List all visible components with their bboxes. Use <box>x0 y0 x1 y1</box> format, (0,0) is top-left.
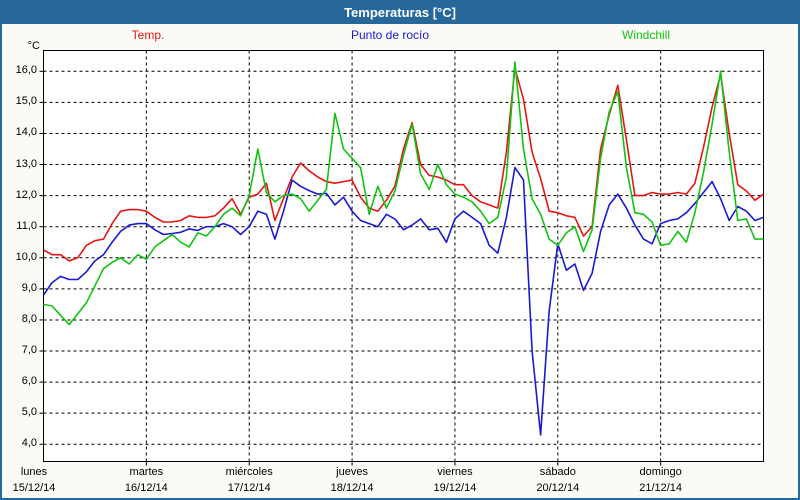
legend-item-temp: Temp. <box>131 28 165 42</box>
day-date-label: 17/12/14 <box>227 482 271 494</box>
day-name-label: martes <box>129 466 164 478</box>
day-name-label: lunes <box>20 466 48 478</box>
y-tick-label: 4,0 <box>21 437 37 450</box>
y-tick-label: 10,0 <box>15 250 37 263</box>
series-line-windchill <box>43 61 764 326</box>
day-name-label: domingo <box>639 466 682 478</box>
legend-item-windchill: Windchill <box>621 28 671 42</box>
y-tick-label: 11,0 <box>16 219 37 232</box>
day-name-label: miércoles <box>225 466 273 478</box>
plot-area <box>43 50 764 462</box>
window-titlebar: Temperaturas [°C] <box>2 2 798 24</box>
day-date-label: 18/12/14 <box>330 482 374 494</box>
day-name-label: jueves <box>336 466 368 478</box>
y-tick-label: 12,0 <box>15 188 37 201</box>
y-tick-label: 6,0 <box>21 375 37 388</box>
day-date-label: 20/12/14 <box>536 482 580 494</box>
window-title: Temperaturas [°C] <box>344 5 456 20</box>
day-date-label: 15/12/14 <box>12 482 56 494</box>
chart-legend: Temp. Punto de rocío Windchill <box>2 26 798 46</box>
y-tick-label: 16,0 <box>15 64 37 77</box>
y-tick-label: 7,0 <box>21 344 37 357</box>
y-tick-label: 15,0 <box>15 95 37 108</box>
legend-item-dewpoint: Punto de rocío <box>350 28 430 42</box>
series-line-dewpoint <box>42 166 764 436</box>
day-date-label: 21/12/14 <box>639 482 683 494</box>
day-name-label: sábado <box>539 466 576 478</box>
y-tick-label: 13,0 <box>15 157 37 170</box>
y-tick-label: 9,0 <box>21 281 37 294</box>
y-axis-unit-label: °C <box>27 40 40 52</box>
y-tick-label: 8,0 <box>21 312 37 325</box>
y-tick-label: 5,0 <box>21 406 37 419</box>
day-name-label: viernes <box>437 466 473 478</box>
series-line-temp <box>43 67 764 262</box>
y-tick-label: 14,0 <box>15 126 37 139</box>
day-date-label: 19/12/14 <box>433 482 477 494</box>
day-date-label: 16/12/14 <box>124 482 168 494</box>
